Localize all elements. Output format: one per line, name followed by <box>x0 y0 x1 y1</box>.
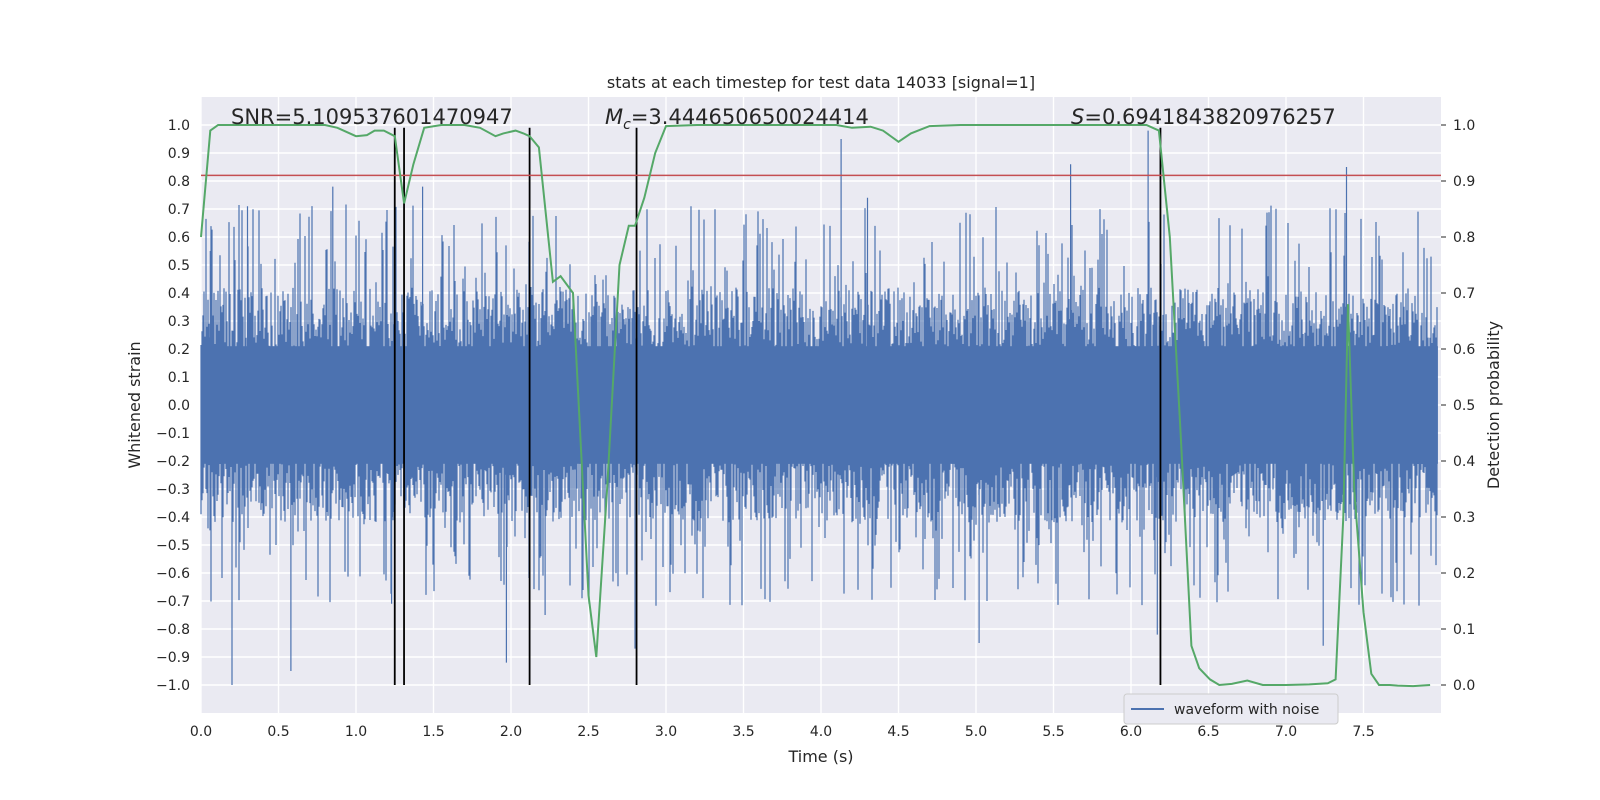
y-left-tick-label: 0.3 <box>168 314 190 330</box>
legend-box <box>1123 693 1339 725</box>
y-left-tick-label: 0.7 <box>168 202 190 218</box>
y-left-tick-label: −0.5 <box>156 538 190 554</box>
y-right-tick-label: 1.0 <box>1453 118 1475 134</box>
y-left-tick-label: 1.0 <box>168 118 190 134</box>
strain-series <box>200 130 1438 685</box>
y-left-tick-label: −1.0 <box>156 678 190 694</box>
x-tick-label: 6.0 <box>1120 724 1142 740</box>
y-left-tick-label: 0.1 <box>168 370 190 386</box>
probability-series <box>200 124 1441 688</box>
y-right-axis-label: Detection probability <box>1484 321 1503 489</box>
x-tick-label: 3.0 <box>655 724 677 740</box>
y-right-tick-label: 0.2 <box>1453 566 1475 582</box>
y-left-axis-label: Whitened strain <box>125 341 144 468</box>
y-left-tick-label: 0.8 <box>168 174 190 190</box>
s-symbol: S <box>1071 105 1084 129</box>
x-tick-label: 0.5 <box>267 724 289 740</box>
s-value: =0.6941843820976257 <box>1084 105 1335 129</box>
x-tick-label: 6.5 <box>1197 724 1219 740</box>
x-tick-label: 2.5 <box>577 724 599 740</box>
s-annotation: S=0.6941843820976257 <box>1071 105 1336 129</box>
x-tick-label: 4.0 <box>810 724 832 740</box>
chirp-mass-subscript: c <box>623 117 631 133</box>
snr-annotation: SNR=5.109537601470947 <box>231 105 513 129</box>
y-right-tick-label: 0.5 <box>1453 398 1475 414</box>
y-right-tick-label: 0.1 <box>1453 622 1475 638</box>
y-right-tick-label: 0.4 <box>1453 454 1475 470</box>
y-left-tick-label: 0.5 <box>168 258 190 274</box>
y-right-tick-label: 0.8 <box>1453 230 1475 246</box>
y-right-tick-label: 0.9 <box>1453 174 1475 190</box>
x-tick-label: 5.5 <box>1042 724 1064 740</box>
chart-title: stats at each timestep for test data 140… <box>607 73 1035 92</box>
x-tick-label: 2.0 <box>500 724 522 740</box>
y-left-tick-label: −0.1 <box>156 426 190 442</box>
x-tick-label: 5.0 <box>965 724 987 740</box>
y-left-tick-label: −0.2 <box>156 454 190 470</box>
x-tick-label: 0.0 <box>190 724 212 740</box>
x-tick-label: 7.5 <box>1352 724 1374 740</box>
chirp-mass-value: =3.444650650024414 <box>631 105 869 129</box>
y-right-tick-label: 0.7 <box>1453 286 1475 302</box>
x-tick-label: 1.5 <box>422 724 444 740</box>
x-tick-label: 3.5 <box>732 724 754 740</box>
x-tick-label: 4.5 <box>887 724 909 740</box>
chirp-mass-annotation: Mc=3.444650650024414 <box>605 105 869 133</box>
tick-labels: 0.0 0.5 1.0 1.5 2.0 2.5 3.0 3.5 4.0 4.5 5.0 5.5 6.0 6… <box>156 118 1475 740</box>
chirp-mass-symbol: M <box>605 105 623 129</box>
x-axis-label: Time (s) <box>787 747 853 766</box>
legend-strain-label: waveform with noise <box>1174 702 1319 718</box>
y-right-tick-label: 0.6 <box>1453 342 1475 358</box>
probability-line <box>200 124 1431 688</box>
y-left-tick-label: 0.2 <box>168 342 190 358</box>
y-left-tick-label: −0.8 <box>156 622 190 638</box>
y-left-tick-label: −0.7 <box>156 594 190 610</box>
y-left-tick-label: −0.4 <box>156 510 190 526</box>
legend: waveform with noise <box>1123 693 1339 725</box>
y-left-tick-label: −0.3 <box>156 482 190 498</box>
y-left-tick-label: −0.9 <box>156 650 190 666</box>
y-right-tick-label: 0.3 <box>1453 510 1475 526</box>
y-left-tick-label: 0.9 <box>168 146 190 162</box>
y-left-tick-label: 0.0 <box>168 398 190 414</box>
y-left-tick-label: −0.6 <box>156 566 190 582</box>
y-right-tick-label: 0.0 <box>1453 678 1475 694</box>
x-tick-label: 7.0 <box>1275 724 1297 740</box>
strain-line <box>200 130 1438 685</box>
y-left-tick-label: 0.4 <box>168 286 190 302</box>
x-tick-label: 1.0 <box>345 724 367 740</box>
y-left-tick-label: 0.6 <box>168 230 190 246</box>
